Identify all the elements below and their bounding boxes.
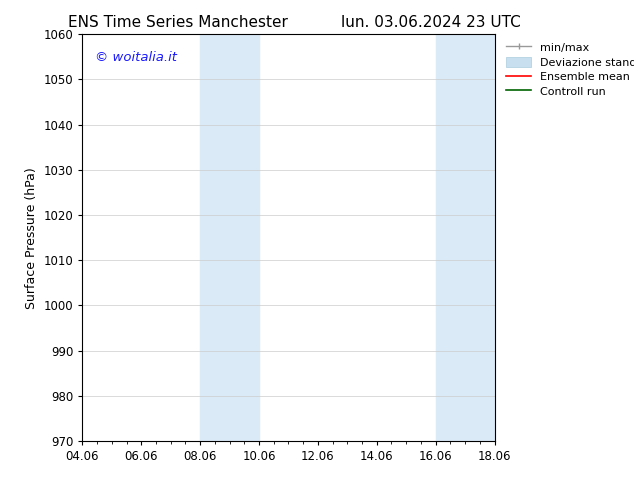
Y-axis label: Surface Pressure (hPa): Surface Pressure (hPa) — [25, 167, 38, 309]
Bar — [200, 34, 259, 441]
Bar — [436, 34, 495, 441]
Text: lun. 03.06.2024 23 UTC: lun. 03.06.2024 23 UTC — [341, 15, 521, 30]
Text: ENS Time Series Manchester: ENS Time Series Manchester — [68, 15, 287, 30]
Legend: min/max, Deviazione standard, Ensemble mean run, Controll run: min/max, Deviazione standard, Ensemble m… — [504, 40, 634, 99]
Text: © woitalia.it: © woitalia.it — [95, 50, 177, 64]
